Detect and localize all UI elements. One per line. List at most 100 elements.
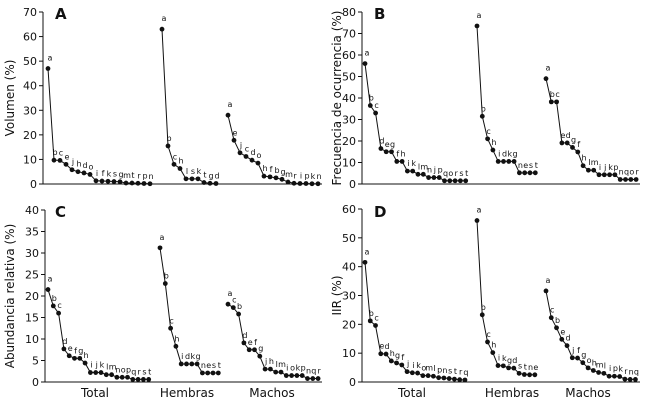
point-label: b bbox=[369, 309, 374, 318]
point-label: r bbox=[459, 368, 463, 377]
data-point bbox=[388, 358, 394, 364]
point-label: i bbox=[300, 172, 302, 181]
point-label: d bbox=[242, 331, 247, 340]
point-label: t bbox=[465, 169, 468, 178]
data-point bbox=[45, 66, 51, 71]
y-axis-label: IIR (%) bbox=[330, 276, 344, 316]
point-label: a bbox=[477, 11, 482, 20]
point-label: g bbox=[258, 344, 263, 353]
data-point bbox=[420, 373, 426, 379]
data-point bbox=[521, 372, 527, 377]
point-label: b bbox=[481, 303, 486, 312]
data-point bbox=[596, 172, 602, 178]
point-label: c bbox=[374, 313, 378, 322]
point-label: n bbox=[115, 365, 120, 374]
data-point bbox=[479, 312, 485, 318]
point-label: d bbox=[379, 137, 384, 146]
data-point bbox=[177, 166, 183, 171]
y-tick-label: 20 bbox=[342, 135, 356, 148]
data-point bbox=[580, 360, 586, 366]
data-point bbox=[452, 376, 457, 382]
point-label: c bbox=[555, 90, 559, 99]
data-point bbox=[75, 169, 81, 175]
data-point bbox=[362, 61, 368, 66]
point-label: r bbox=[137, 171, 141, 180]
point-label: m bbox=[420, 162, 428, 171]
point-label: t bbox=[203, 171, 206, 180]
point-label: c bbox=[486, 127, 490, 136]
point-label: b bbox=[164, 272, 169, 281]
data-point bbox=[225, 301, 231, 307]
point-label: h bbox=[178, 157, 183, 166]
point-label: c bbox=[173, 152, 177, 161]
data-point bbox=[273, 369, 279, 375]
data-point bbox=[225, 112, 231, 118]
y-tick-label: 70 bbox=[23, 6, 37, 19]
data-point bbox=[559, 336, 565, 342]
data-point bbox=[622, 376, 628, 382]
data-point bbox=[215, 370, 221, 376]
point-label: b bbox=[274, 166, 279, 175]
point-label: o bbox=[290, 364, 295, 373]
data-point bbox=[255, 160, 261, 166]
point-label: o bbox=[121, 365, 126, 374]
point-label: t bbox=[524, 363, 527, 372]
y-tick-label: 20 bbox=[342, 318, 356, 331]
point-label: k bbox=[197, 167, 202, 176]
y-tick-label: 60 bbox=[342, 203, 356, 216]
series-line-total bbox=[364, 262, 465, 381]
data-point bbox=[420, 171, 426, 177]
point-label: d bbox=[250, 148, 255, 157]
data-point bbox=[633, 377, 638, 382]
point-label: p bbox=[438, 166, 443, 175]
y-tick-label: 30 bbox=[25, 247, 39, 260]
data-point bbox=[585, 365, 591, 371]
point-label: n bbox=[629, 367, 634, 376]
point-label: h bbox=[84, 351, 89, 360]
data-point bbox=[99, 178, 105, 184]
data-point bbox=[103, 372, 109, 378]
data-point bbox=[125, 374, 130, 380]
point-label: g bbox=[395, 351, 400, 360]
data-point bbox=[580, 163, 586, 169]
data-point bbox=[305, 376, 310, 381]
data-point bbox=[506, 365, 511, 371]
category-label-hembras: Hembras bbox=[485, 386, 539, 400]
data-point bbox=[294, 373, 300, 378]
y-tick-label: 10 bbox=[342, 347, 356, 360]
point-label: r bbox=[635, 167, 639, 176]
data-point bbox=[383, 149, 389, 155]
point-label: h bbox=[491, 341, 496, 350]
point-label: n bbox=[316, 172, 321, 181]
data-point bbox=[63, 161, 69, 167]
data-point bbox=[246, 347, 252, 353]
data-point bbox=[105, 178, 111, 184]
data-point bbox=[141, 377, 146, 382]
point-label: i bbox=[90, 361, 92, 370]
point-label: e bbox=[523, 161, 528, 170]
data-point bbox=[399, 159, 405, 164]
data-point bbox=[543, 76, 549, 82]
data-point bbox=[291, 180, 297, 186]
data-point bbox=[267, 174, 273, 180]
point-label: t bbox=[131, 171, 134, 180]
point-label: f bbox=[102, 169, 105, 178]
data-point bbox=[485, 136, 490, 142]
point-label: d bbox=[566, 131, 571, 140]
point-label: f bbox=[577, 140, 580, 149]
data-point bbox=[532, 372, 538, 378]
data-point bbox=[367, 318, 373, 324]
point-label: j bbox=[239, 141, 242, 150]
data-point bbox=[511, 365, 517, 371]
data-point bbox=[378, 146, 384, 151]
data-point bbox=[129, 180, 135, 186]
point-label: e bbox=[68, 344, 73, 353]
data-point bbox=[257, 353, 263, 359]
data-point bbox=[195, 176, 201, 182]
data-point bbox=[117, 179, 123, 185]
point-label: q bbox=[624, 167, 629, 176]
point-label: p bbox=[126, 365, 131, 374]
data-point bbox=[490, 350, 496, 355]
data-point bbox=[586, 167, 591, 173]
data-point bbox=[495, 363, 501, 368]
